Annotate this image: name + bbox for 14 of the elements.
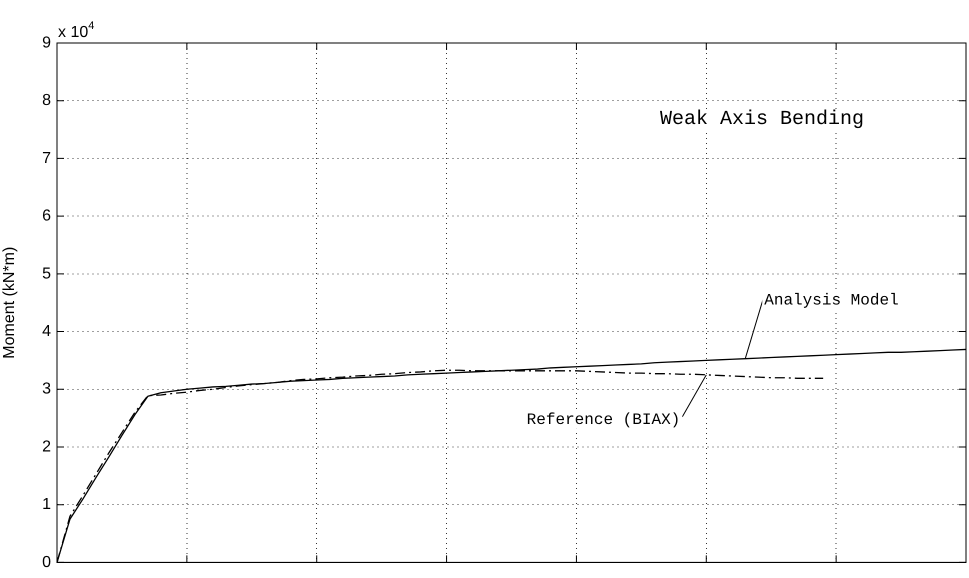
- y-tick-label: 3: [42, 380, 52, 398]
- y-axis-title: Moment (kN*m): [1, 246, 18, 359]
- y-tick-label: 1: [42, 496, 52, 514]
- y-tick-label: 9: [42, 34, 52, 52]
- text: Reference (BIAX): [526, 410, 680, 429]
- y-tick-label: 4: [42, 322, 52, 340]
- y-tick-label: 7: [42, 150, 52, 167]
- y-tick-label: 8: [42, 92, 52, 110]
- y-tick-label: 5: [42, 265, 52, 282]
- y-tick-label: 6: [42, 208, 52, 225]
- y-tick-label: 0: [42, 554, 52, 571]
- text: Analysis Model: [764, 292, 899, 310]
- annotation: Weak Axis Bending: [660, 108, 864, 131]
- y-tick-label: 2: [42, 438, 52, 456]
